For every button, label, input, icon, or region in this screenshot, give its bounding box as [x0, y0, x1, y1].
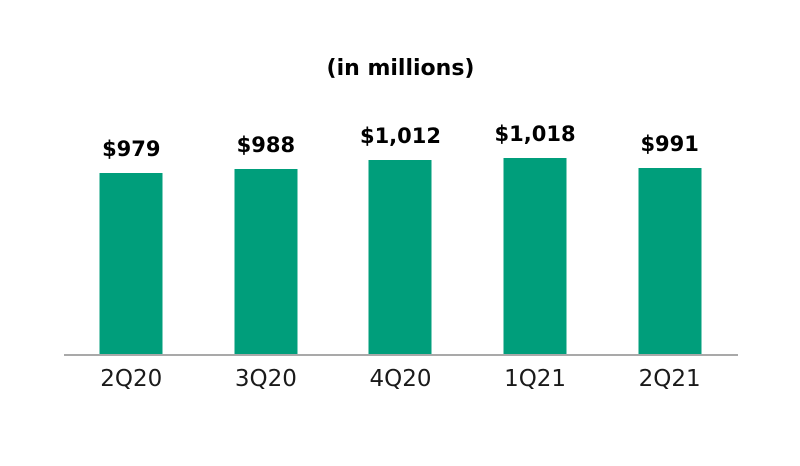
- bar-group-3q20: $988: [199, 94, 334, 354]
- x-tick-2q21: 2Q21: [638, 366, 701, 392]
- x-tick-3q20: 3Q20: [234, 366, 297, 392]
- bar-value-label: $988: [236, 133, 296, 157]
- x-tick-1q21: 1Q21: [504, 366, 567, 392]
- bar-value-label: $991: [640, 132, 699, 156]
- chart-title: (in millions): [326, 56, 475, 81]
- plot-area: $979 $988 $1,012 $1,018 $991: [64, 94, 737, 354]
- bar-4q20: [368, 160, 432, 354]
- bar-value-label: $1,018: [494, 122, 576, 146]
- bar-2q20: [99, 173, 163, 354]
- bar-2q21: [638, 168, 702, 354]
- bar-value-label: $979: [102, 137, 161, 161]
- bar-3q20: [234, 169, 298, 354]
- x-axis-line: [64, 354, 738, 356]
- bar-group-2q21: $991: [602, 94, 737, 354]
- x-tick-4q20: 4Q20: [369, 366, 432, 392]
- x-tick-2q20: 2Q20: [100, 366, 163, 392]
- bar-1q21: [503, 158, 567, 354]
- bar-group-2q20: $979: [64, 94, 199, 354]
- bar-group-1q21: $1,018: [468, 94, 603, 354]
- x-axis-ticks: 2Q20 3Q20 4Q20 1Q21 2Q21: [64, 366, 737, 392]
- bar-group-4q20: $1,012: [333, 94, 468, 354]
- bar-value-label: $1,012: [359, 124, 442, 148]
